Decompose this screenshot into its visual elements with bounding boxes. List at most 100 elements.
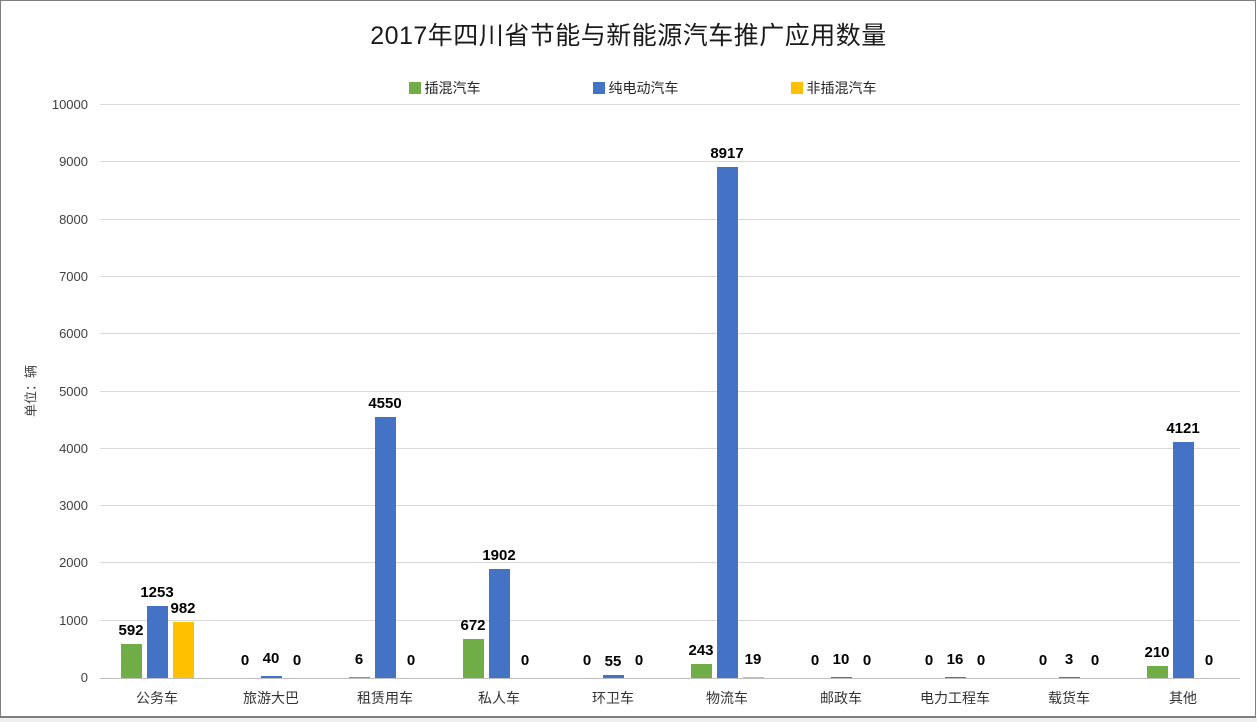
x-category-label: 旅游大巴 <box>243 690 299 706</box>
plot-area: 592 1253 982 0 40 0 6 4550 0 672 1902 0 0 55 0 243 8917 1… <box>100 104 1240 679</box>
gridline <box>100 104 1240 105</box>
y-tick-label: 0 <box>80 670 88 685</box>
data-label: 0 <box>634 652 644 669</box>
data-label: 0 <box>406 652 416 669</box>
data-label: 4550 <box>368 395 402 412</box>
bar-group-2: 6 4550 0 <box>328 105 442 678</box>
x-category-label: 邮政车 <box>820 690 862 706</box>
gridline <box>100 161 1240 163</box>
bar-纯电动汽车-其他[interactable] <box>1172 442 1194 678</box>
bar-group-6: 0 10 0 <box>784 105 898 678</box>
data-label: 592 <box>118 622 144 639</box>
data-label: 4121 <box>1166 420 1200 437</box>
x-category-label: 载货车 <box>1048 690 1090 706</box>
legend-swatch-icon <box>790 82 803 94</box>
data-label: 1902 <box>482 547 516 564</box>
bar-非插混汽车-公务车[interactable] <box>172 622 194 678</box>
bar-纯电动汽车-物流车[interactable] <box>716 167 738 678</box>
bar-纯电动汽车-载货车[interactable] <box>1058 677 1080 678</box>
bottom-strip <box>0 718 1257 722</box>
gridline <box>100 447 1240 449</box>
y-tick-label: 7000 <box>59 268 88 284</box>
bar-非插混汽车-物流车[interactable] <box>742 677 764 678</box>
data-label: 6 <box>354 651 364 668</box>
bar-插混汽车-私人车[interactable] <box>462 639 484 678</box>
data-label: 10 <box>832 651 850 668</box>
legend-swatch-icon <box>592 82 605 94</box>
legend-label: 非插混汽车 <box>806 80 877 96</box>
gridline <box>100 218 1240 220</box>
bar-group-0: 592 1253 982 <box>100 105 214 678</box>
y-tick-label: 5000 <box>59 383 88 399</box>
y-tick-label: 10000 <box>51 97 88 112</box>
x-category-label: 私人车 <box>478 690 520 706</box>
data-label: 0 <box>862 652 872 669</box>
data-label: 0 <box>520 652 530 669</box>
gridline <box>100 562 1240 564</box>
data-label: 0 <box>810 652 820 669</box>
chart-legend: 插混汽车 纯电动汽车 非插混汽车 <box>408 78 877 98</box>
bar-纯电动汽车-私人车[interactable] <box>488 569 510 678</box>
bar-group-7: 0 16 0 <box>898 105 1012 678</box>
x-category-label: 物流车 <box>706 690 748 706</box>
data-label: 8917 <box>710 145 744 162</box>
y-tick-label: 2000 <box>59 555 88 571</box>
legend-item-1[interactable]: 纯电动汽车 <box>592 78 679 98</box>
bar-纯电动汽车-公务车[interactable] <box>146 606 168 678</box>
y-tick-label: 1000 <box>59 612 88 628</box>
data-label: 0 <box>292 652 302 669</box>
data-label: 0 <box>976 652 986 669</box>
data-label: 19 <box>744 651 762 668</box>
gridline <box>100 390 1240 392</box>
bar-group-1: 0 40 0 <box>214 105 328 678</box>
x-category-label: 其他 <box>1169 690 1197 706</box>
bar-插混汽车-其他[interactable] <box>1146 666 1168 678</box>
y-tick-label: 9000 <box>59 154 88 170</box>
y-tick-label: 4000 <box>59 440 88 456</box>
x-axis-line <box>100 678 1240 679</box>
data-label: 3 <box>1064 651 1074 668</box>
data-label: 210 <box>1144 644 1170 661</box>
legend-swatch-icon <box>408 82 421 94</box>
gridline <box>100 333 1240 335</box>
gridline <box>100 619 1240 621</box>
x-category-label: 公务车 <box>136 690 178 706</box>
legend-label: 插混汽车 <box>424 80 481 96</box>
y-tick-label: 3000 <box>59 498 88 514</box>
y-tick-label: 8000 <box>59 211 88 227</box>
gridline <box>100 275 1240 277</box>
bar-group-3: 672 1902 0 <box>442 105 556 678</box>
data-label: 1253 <box>140 584 174 601</box>
chart-title: 2017年四川省节能与新能源汽车推广应用数量 <box>370 22 887 50</box>
bar-group-5: 243 8917 19 <box>670 105 784 678</box>
data-label: 243 <box>688 642 714 659</box>
y-tick-label: 6000 <box>59 326 88 342</box>
bar-纯电动汽车-电力工程车[interactable] <box>944 677 966 678</box>
data-label: 0 <box>1038 652 1048 669</box>
legend-item-0[interactable]: 插混汽车 <box>408 78 481 98</box>
data-label: 0 <box>1090 652 1100 669</box>
bar-纯电动汽车-旅游大巴[interactable] <box>260 676 282 678</box>
bar-纯电动汽车-租赁用车[interactable] <box>374 417 396 678</box>
bar-group-9: 210 4121 0 <box>1126 105 1240 678</box>
x-category-label: 环卫车 <box>592 690 634 706</box>
data-label: 55 <box>604 653 622 670</box>
bar-插混汽车-租赁用车[interactable] <box>348 677 370 678</box>
legend-item-2[interactable]: 非插混汽车 <box>790 78 877 98</box>
gridline <box>100 505 1240 507</box>
bar-插混汽车-物流车[interactable] <box>690 664 712 678</box>
data-label: 672 <box>460 617 486 634</box>
bar-group-4: 0 55 0 <box>556 105 670 678</box>
x-category-label: 电力工程车 <box>920 690 990 706</box>
bar-插混汽车-公务车[interactable] <box>120 644 142 678</box>
bar-纯电动汽车-邮政车[interactable] <box>830 677 852 678</box>
data-label: 16 <box>946 651 964 668</box>
data-label: 0 <box>240 652 250 669</box>
data-label: 0 <box>924 652 934 669</box>
data-label: 0 <box>1204 652 1214 669</box>
data-label: 40 <box>262 650 280 667</box>
bar-纯电动汽车-环卫车[interactable] <box>602 675 624 678</box>
data-label: 982 <box>170 600 196 617</box>
